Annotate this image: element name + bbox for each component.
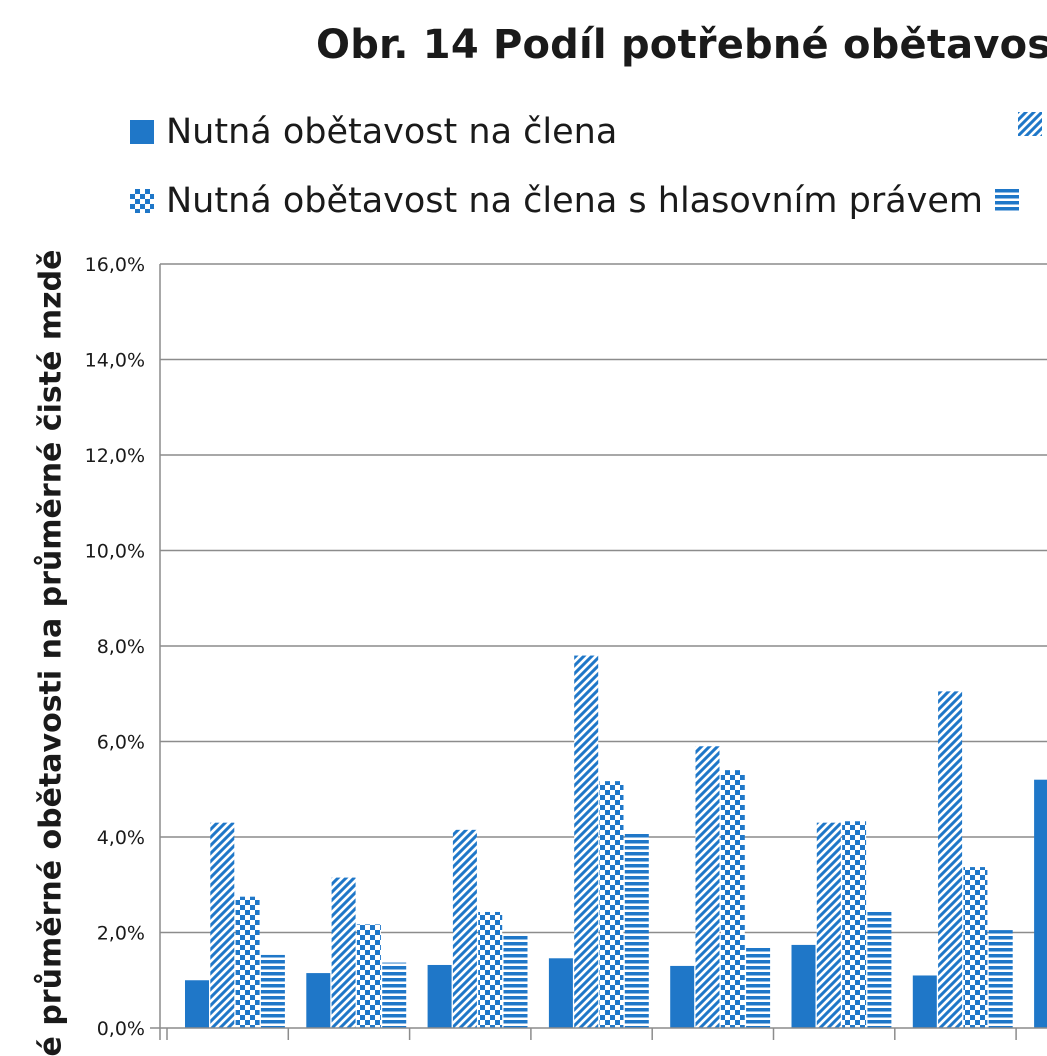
bar-s4-c4 [624, 832, 649, 1028]
y-tick-label-6: 12,0% [85, 445, 145, 467]
bar-s1-c6 [791, 944, 816, 1028]
bar-s2-c4 [574, 655, 599, 1028]
bars [185, 655, 1047, 1028]
y-tick-label-0: 0,0% [97, 1018, 145, 1040]
bar-s3-c5 [720, 770, 745, 1028]
bar-s3-c7 [963, 867, 988, 1028]
bar-s1-c7 [912, 975, 937, 1028]
legend-swatch-checker [130, 189, 154, 213]
legend-label-series-1: Nutná obětavost na člena [166, 112, 618, 152]
y-tick-label-1: 2,0% [97, 923, 145, 945]
legend-item-series-2 [1018, 112, 1047, 136]
legend-item-series-3: Nutná obětavost na člena s hlasovním prá… [130, 181, 1031, 221]
bar-s1-c3 [427, 964, 452, 1028]
y-tick-label-5: 10,0% [85, 541, 145, 563]
chart-title: Obr. 14 Podíl potřebné obětavosti [316, 22, 1047, 68]
y-tick-label-4: 8,0% [97, 636, 145, 658]
legend-item-series-1: Nutná obětavost na člena [130, 112, 617, 152]
bar-s2-c7 [938, 691, 963, 1028]
bar-s1-c8 [1034, 779, 1047, 1028]
y-tick-label-7: 14,0% [85, 350, 145, 372]
legend-swatch-solid [130, 120, 154, 144]
y-tick-label-2: 4,0% [97, 827, 145, 849]
bar-s3-c4 [599, 781, 624, 1028]
bar-s1-c1 [185, 980, 209, 1028]
y-tick-labels: 0,0% 2,0% 4,0% 6,0% 8,0% 10,0% 12,0% 14,0% 16,0% [85, 254, 145, 1040]
y-tick-label-3: 6,0% [97, 732, 145, 754]
bar-s4-c5 [746, 946, 771, 1028]
bar-s3-c3 [478, 911, 503, 1028]
bar-s3-c1 [235, 896, 260, 1028]
legend-swatch-diagonal [1018, 112, 1042, 136]
bar-s2-c5 [695, 746, 720, 1028]
bar-s4-c3 [503, 935, 528, 1028]
legend-swatch-horizontal [995, 189, 1019, 213]
bar-s1-c4 [548, 958, 573, 1028]
bar-s4-c2 [382, 962, 407, 1028]
bar-s2-c1 [210, 822, 235, 1028]
bar-s1-c5 [670, 965, 695, 1028]
bar-s3-c6 [842, 821, 867, 1028]
bar-s1-c2 [306, 973, 331, 1028]
bar-s4-c7 [988, 930, 1013, 1028]
bar-s2-c6 [816, 822, 841, 1028]
y-tick-label-8: 16,0% [85, 254, 145, 276]
axes [150, 264, 1047, 1040]
bar-s3-c2 [356, 924, 381, 1028]
bar-s2-c2 [331, 877, 356, 1028]
legend-label-series-3: Nutná obětavost na člena s hlasovním prá… [166, 181, 983, 221]
bar-s2-c3 [452, 829, 477, 1028]
bar-s4-c6 [867, 911, 892, 1028]
bar-s4-c1 [260, 954, 285, 1028]
